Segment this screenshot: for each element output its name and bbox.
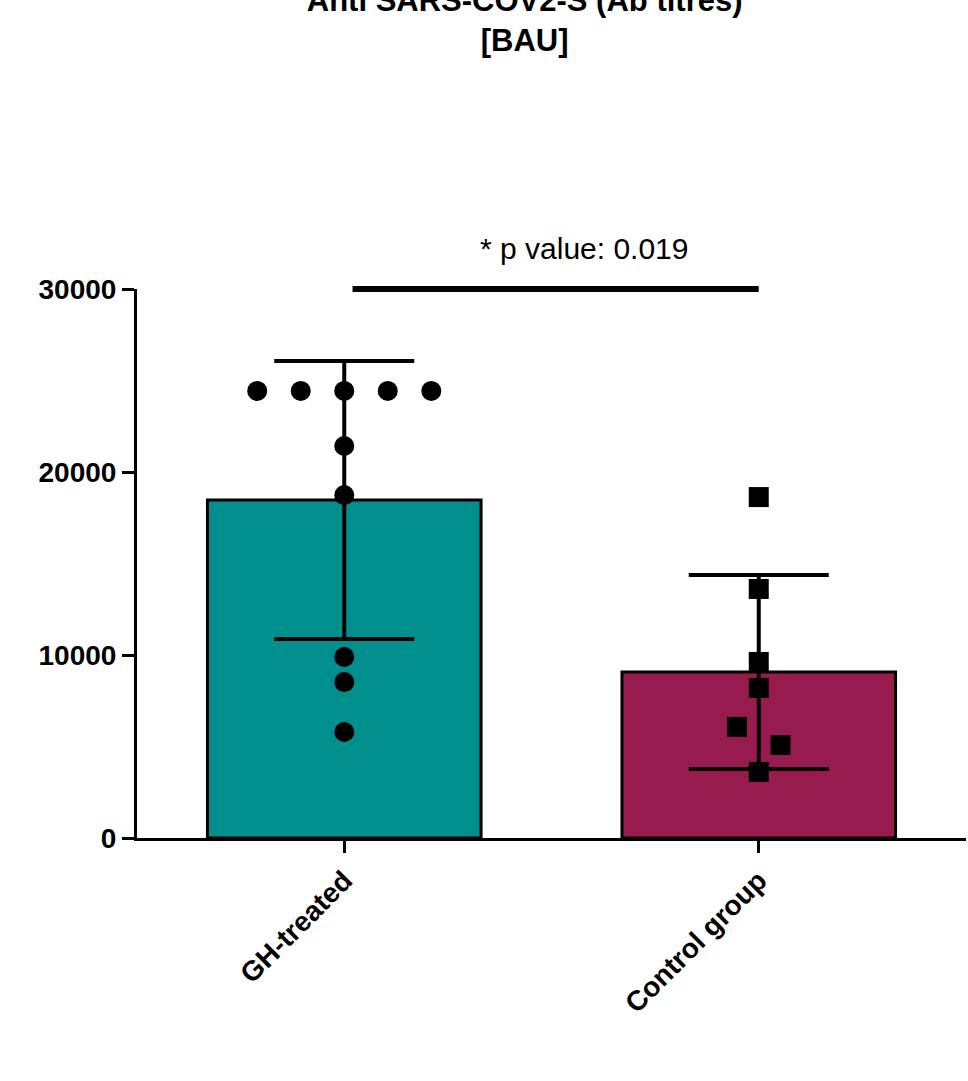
svg-text:Anti SARS-COV2-S (Ab titres)[B: Anti SARS-COV2-S (Ab titres)[BAU] [307,0,743,58]
svg-text:10000: 10000 [39,640,117,671]
svg-text:20000: 20000 [39,457,117,488]
svg-text:GH-treated: GH-treated [234,865,358,989]
svg-text:0: 0 [101,823,117,854]
svg-text:* p value: 0.019: * p value: 0.019 [480,232,689,265]
svg-text:30000: 30000 [39,274,117,305]
svg-text:Control group: Control group [619,865,773,1019]
